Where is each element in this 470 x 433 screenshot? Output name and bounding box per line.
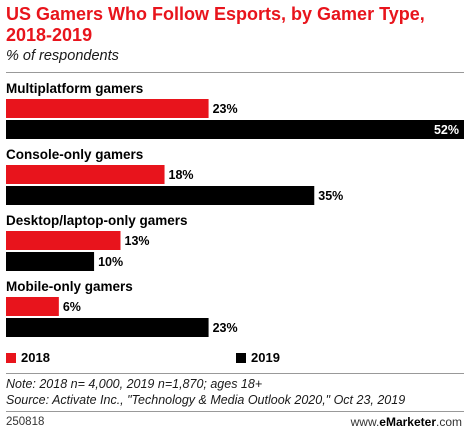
value-label-2019-console-only-gamers: 35%	[318, 189, 343, 203]
value-label-2018-console-only-gamers: 18%	[169, 168, 194, 182]
category-label-mobile-only-gamers: Mobile-only gamers	[6, 279, 133, 294]
value-label-2019-multiplatform-gamers: 52%	[434, 123, 459, 137]
bar-2019-multiplatform-gamers	[6, 120, 464, 139]
top-divider	[6, 72, 464, 73]
chart-title: US Gamers Who Follow Esports, by Gamer T…	[6, 4, 425, 45]
legend-item-2018: 2018	[6, 350, 50, 365]
site-suffix: .com	[435, 415, 462, 429]
bottom-divider	[6, 373, 464, 374]
category-label-multiplatform-gamers: Multiplatform gamers	[6, 81, 143, 96]
chart-id: 250818	[6, 416, 45, 428]
bar-chart: Multiplatform gamers 23% 52% Console-only g…	[6, 81, 464, 337]
chart-note: Note: 2018 n= 4,000, 2019 n=1,870; ages …	[6, 377, 263, 391]
value-label-2019-mobile-only-gamers: 23%	[213, 321, 238, 335]
value-label-2018-mobile-only-gamers: 6%	[63, 300, 81, 314]
category-label-console-only-gamers: Console-only gamers	[6, 147, 143, 162]
bar-2018-console-only-gamers	[6, 165, 165, 184]
value-label-2018-multiplatform-gamers: 23%	[213, 102, 238, 116]
bar-2019-console-only-gamers	[6, 186, 315, 205]
site-link[interactable]: www.eMarketer.com	[351, 415, 462, 429]
bar-2018-mobile-only-gamers	[6, 297, 59, 316]
value-label-2019-desktop-laptop-only-gamers: 10%	[98, 255, 123, 269]
legend-swatch-2018	[6, 352, 16, 363]
site-brand: eMarketer	[379, 415, 436, 429]
category-label-desktop-laptop-only-gamers: Desktop/laptop-only gamers	[6, 213, 188, 228]
site-prefix: www.	[350, 415, 380, 429]
bar-2019-mobile-only-gamers	[6, 318, 209, 337]
legend-label-2018: 2018	[21, 350, 50, 365]
bar-2018-multiplatform-gamers	[6, 99, 209, 118]
legend-item-2019: 2019	[236, 350, 280, 365]
chart-subtitle: % of respondents	[6, 48, 119, 64]
footer-divider	[6, 411, 464, 412]
bar-2018-desktop-laptop-only-gamers	[6, 231, 121, 250]
legend-swatch-2019	[236, 352, 246, 363]
bar-2019-desktop-laptop-only-gamers	[6, 252, 95, 271]
chart-source: Source: Activate Inc., "Technology & Med…	[6, 393, 406, 407]
legend-label-2019: 2019	[251, 350, 280, 365]
value-label-2018-desktop-laptop-only-gamers: 13%	[125, 234, 150, 248]
